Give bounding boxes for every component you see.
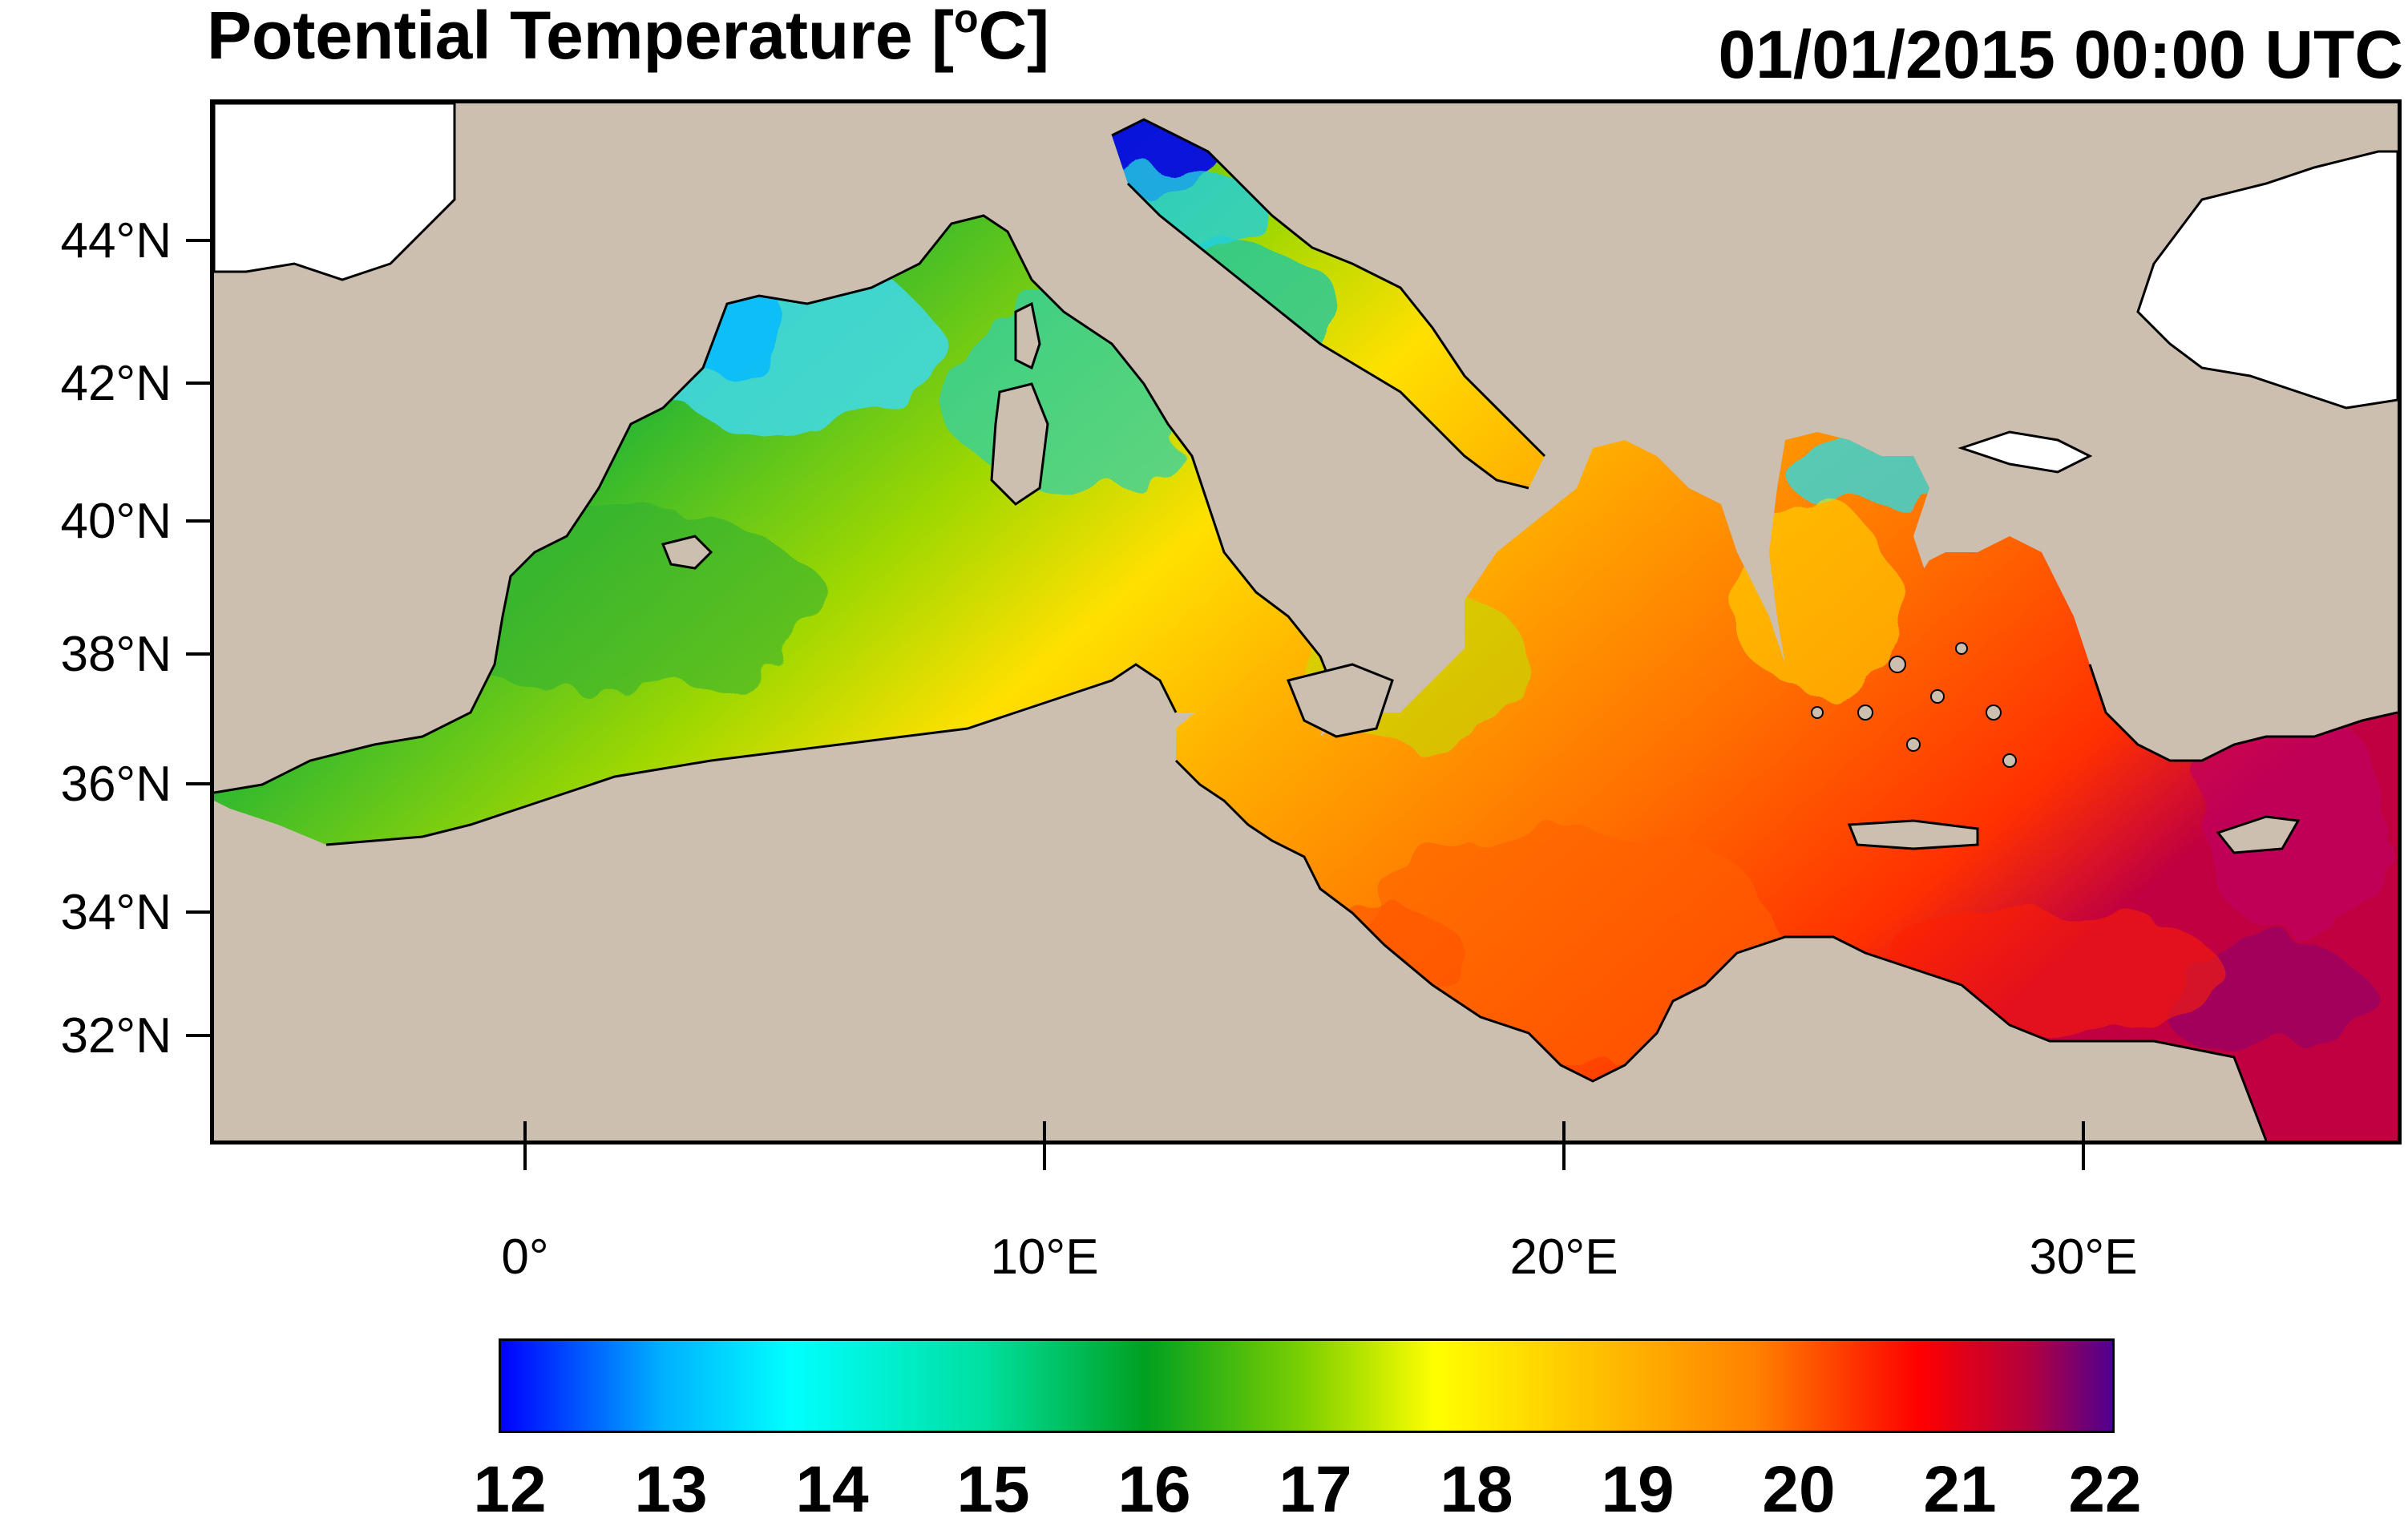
lon-tick bbox=[1043, 1144, 1046, 1170]
lat-label-40n: 40°N bbox=[60, 494, 172, 549]
colorbar-label-14: 14 bbox=[795, 1453, 869, 1526]
lat-label-38n: 38°N bbox=[60, 627, 172, 682]
colorbar bbox=[499, 1338, 2115, 1433]
lat-label-34n: 34°N bbox=[60, 885, 172, 940]
sea-temperature-map bbox=[214, 103, 2398, 1140]
colorbar-label-22: 22 bbox=[2068, 1453, 2142, 1526]
lat-tick bbox=[186, 239, 210, 242]
map-frame bbox=[210, 99, 2402, 1144]
lat-tick bbox=[186, 782, 210, 785]
colorbar-gradient bbox=[501, 1341, 2112, 1431]
lat-label-32n: 32°N bbox=[60, 1008, 172, 1064]
lon-tick bbox=[523, 1144, 527, 1170]
lat-label-42n: 42°N bbox=[60, 356, 172, 411]
lon-tick bbox=[1562, 1144, 1566, 1170]
map-title: Potential Temperature [oC] bbox=[207, 0, 1049, 69]
lat-label-36n: 36°N bbox=[60, 757, 172, 812]
island-cyprus bbox=[2216, 815, 2301, 854]
sea-area bbox=[214, 119, 2398, 1140]
axis-ticks bbox=[523, 1121, 2085, 1140]
colorbar-label-16: 16 bbox=[1117, 1453, 1191, 1526]
lat-label-44n: 44°N bbox=[60, 213, 172, 268]
lon-tick bbox=[2082, 1144, 2085, 1170]
colorbar-label-21: 21 bbox=[1923, 1453, 1997, 1526]
lat-tick bbox=[186, 519, 210, 523]
island-mallorca bbox=[661, 535, 713, 570]
colorbar-label-20: 20 bbox=[1762, 1453, 1836, 1526]
colorbar-label-15: 15 bbox=[956, 1453, 1030, 1526]
colorbar-label-19: 19 bbox=[1601, 1453, 1675, 1526]
lat-tick bbox=[186, 652, 210, 656]
island-crete bbox=[1847, 819, 1979, 850]
aegean-islands bbox=[1811, 642, 2017, 768]
atlantic-area bbox=[214, 103, 456, 281]
colorbar-label-17: 17 bbox=[1279, 1453, 1352, 1526]
colorbar-label-13: 13 bbox=[634, 1453, 708, 1526]
degree-symbol: o bbox=[953, 0, 979, 41]
colorbar-label-18: 18 bbox=[1440, 1453, 1513, 1526]
lat-tick bbox=[186, 1034, 210, 1037]
map-timestamp: 01/01/2015 00:00 UTC bbox=[1718, 17, 2403, 92]
island-sardinia bbox=[990, 382, 1049, 506]
black-sea-area bbox=[2136, 150, 2398, 410]
lon-label-0: 0° bbox=[501, 1229, 549, 1285]
islands bbox=[661, 301, 2301, 854]
coastlines bbox=[214, 118, 2398, 1140]
island-sicily bbox=[1286, 663, 1394, 738]
lat-tick bbox=[186, 910, 210, 914]
lon-label-20e: 20°E bbox=[1509, 1229, 1618, 1285]
lon-label-30e: 30°E bbox=[2029, 1229, 2138, 1285]
lon-label-10e: 10°E bbox=[990, 1229, 1099, 1285]
marmara-sea-area bbox=[1958, 430, 2093, 474]
colorbar-label-12: 12 bbox=[473, 1453, 547, 1526]
lat-tick bbox=[186, 382, 210, 385]
island-corsica bbox=[1014, 301, 1041, 370]
